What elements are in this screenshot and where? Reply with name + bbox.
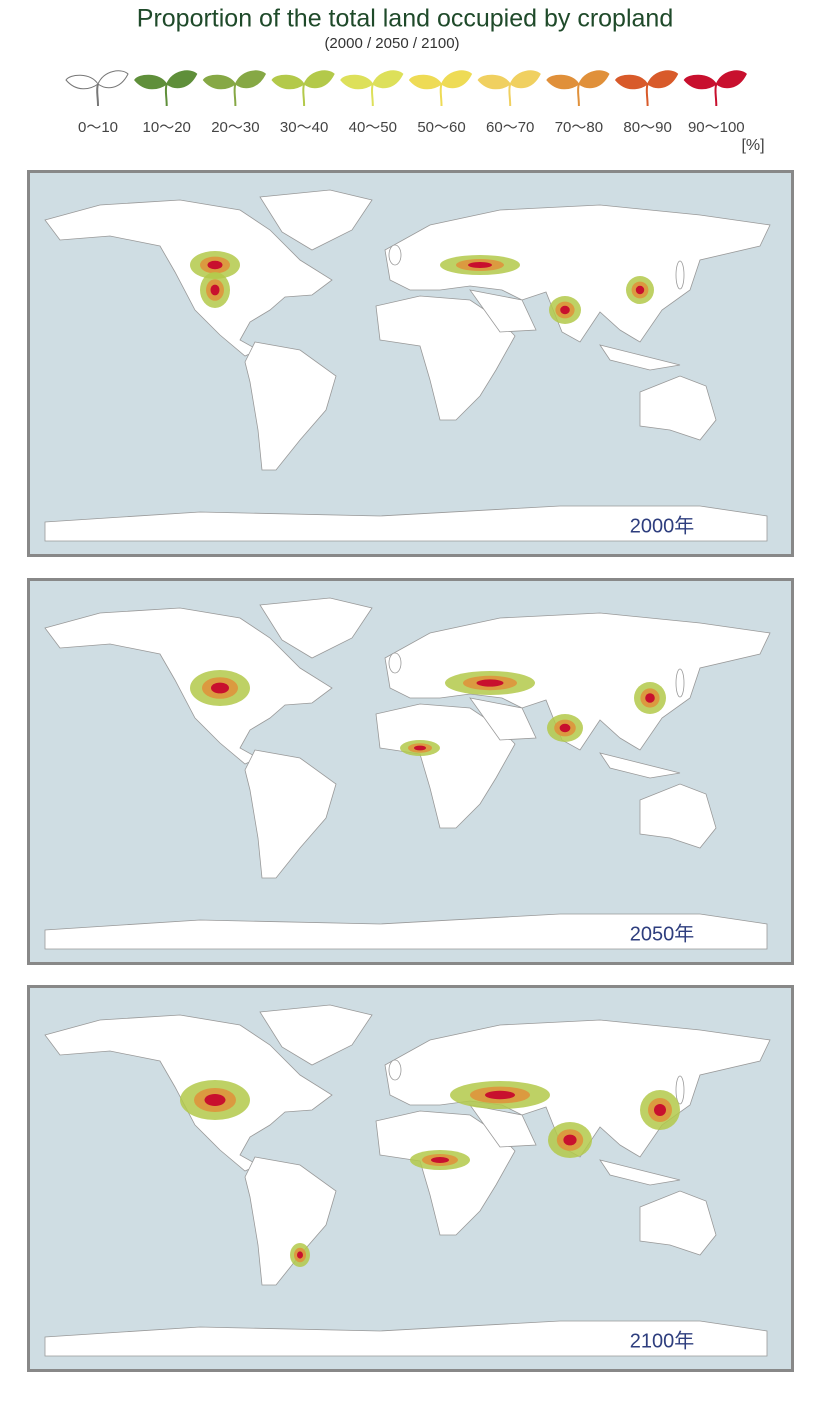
legend-label: 30〜40 bbox=[280, 119, 328, 136]
map-year-label: 2000年 bbox=[630, 514, 695, 537]
legend-label: 10〜20 bbox=[143, 119, 191, 136]
map-year-label: 2100年 bbox=[630, 1329, 695, 1352]
sprout-leaf bbox=[477, 74, 511, 90]
sprout-leaf bbox=[408, 74, 443, 90]
sprout-leaf bbox=[715, 70, 747, 89]
legend-unit: [%] bbox=[741, 137, 764, 154]
cropland-area bbox=[207, 260, 223, 270]
sprout-leaf bbox=[134, 74, 168, 90]
sprout-stem bbox=[439, 83, 443, 107]
legend-label: 0〜10 bbox=[78, 119, 118, 136]
sprout-leaf bbox=[372, 70, 404, 89]
sprout-leaf bbox=[440, 70, 473, 89]
legend-label: 70〜80 bbox=[555, 119, 603, 136]
legend-item: 60〜70 bbox=[477, 70, 541, 136]
cropland-area bbox=[476, 679, 504, 687]
sprout-stem bbox=[233, 83, 237, 107]
subtitle: (2000 / 2050 / 2100) bbox=[324, 35, 459, 52]
sprout-stem bbox=[645, 83, 649, 107]
legend-item: 90〜100 bbox=[683, 70, 747, 136]
map-panel: 2100年 bbox=[27, 985, 794, 1372]
cropland-area bbox=[645, 693, 655, 703]
sprout-leaf bbox=[97, 70, 129, 89]
legend-item: 0〜10 bbox=[65, 70, 129, 136]
cropland-area bbox=[635, 285, 645, 295]
cropland-area bbox=[654, 1104, 666, 1116]
legend-item: 50〜60 bbox=[408, 70, 473, 136]
sprout-leaf bbox=[166, 70, 198, 89]
legend-item: 10〜20 bbox=[134, 70, 198, 136]
legend-label: 80〜90 bbox=[623, 119, 671, 136]
legend-item: 20〜30 bbox=[202, 70, 267, 136]
cropland-area bbox=[563, 1134, 577, 1146]
sprout-leaf bbox=[271, 74, 305, 90]
sprout-leaf bbox=[340, 74, 374, 90]
sprout-leaf bbox=[65, 74, 99, 90]
sprout-stem bbox=[302, 83, 306, 107]
map-panel: 2050年 bbox=[27, 578, 794, 965]
cropland-area bbox=[210, 284, 220, 296]
sprout-leaf bbox=[614, 74, 649, 90]
sprout-leaf bbox=[234, 70, 267, 89]
cropland-area bbox=[485, 1090, 515, 1100]
cropland-area bbox=[560, 305, 570, 315]
sprout-leaf bbox=[509, 70, 541, 89]
sprout-stem bbox=[96, 83, 99, 107]
sprout-stem bbox=[370, 83, 374, 107]
sprout-leaf bbox=[683, 74, 717, 90]
legend-label: 60〜70 bbox=[486, 119, 534, 136]
sprout-leaf bbox=[202, 74, 237, 90]
sprout-stem bbox=[577, 83, 580, 107]
legend-item: 30〜40 bbox=[271, 70, 335, 136]
cropland-area bbox=[468, 262, 492, 268]
cropland-area bbox=[414, 745, 426, 751]
legend-item: 80〜90 bbox=[614, 70, 679, 136]
sprout-leaf bbox=[578, 70, 610, 89]
cropland-area bbox=[204, 1094, 226, 1106]
cropland-area bbox=[297, 1251, 303, 1259]
legend-label: 50〜60 bbox=[417, 119, 465, 136]
sprout-leaf bbox=[546, 74, 580, 90]
cropland-area bbox=[211, 682, 229, 694]
title: Proportion of the total land occupied by… bbox=[137, 5, 673, 33]
sprout-stem bbox=[714, 83, 718, 107]
map-year-label: 2050年 bbox=[630, 922, 695, 945]
sprout-stem bbox=[508, 83, 512, 107]
sprout-leaf bbox=[646, 70, 679, 89]
map-panel: 2000年 bbox=[27, 170, 794, 557]
cropland-area bbox=[431, 1157, 449, 1163]
legend-label: 20〜30 bbox=[211, 119, 259, 136]
legend-item: 70〜80 bbox=[546, 70, 610, 136]
sprout-leaf bbox=[303, 70, 335, 89]
legend-label: 90〜100 bbox=[688, 119, 745, 136]
cropland-area bbox=[559, 723, 571, 733]
legend-item: 40〜50 bbox=[340, 70, 404, 136]
sprout-stem bbox=[164, 83, 168, 107]
legend-label: 40〜50 bbox=[349, 119, 397, 136]
